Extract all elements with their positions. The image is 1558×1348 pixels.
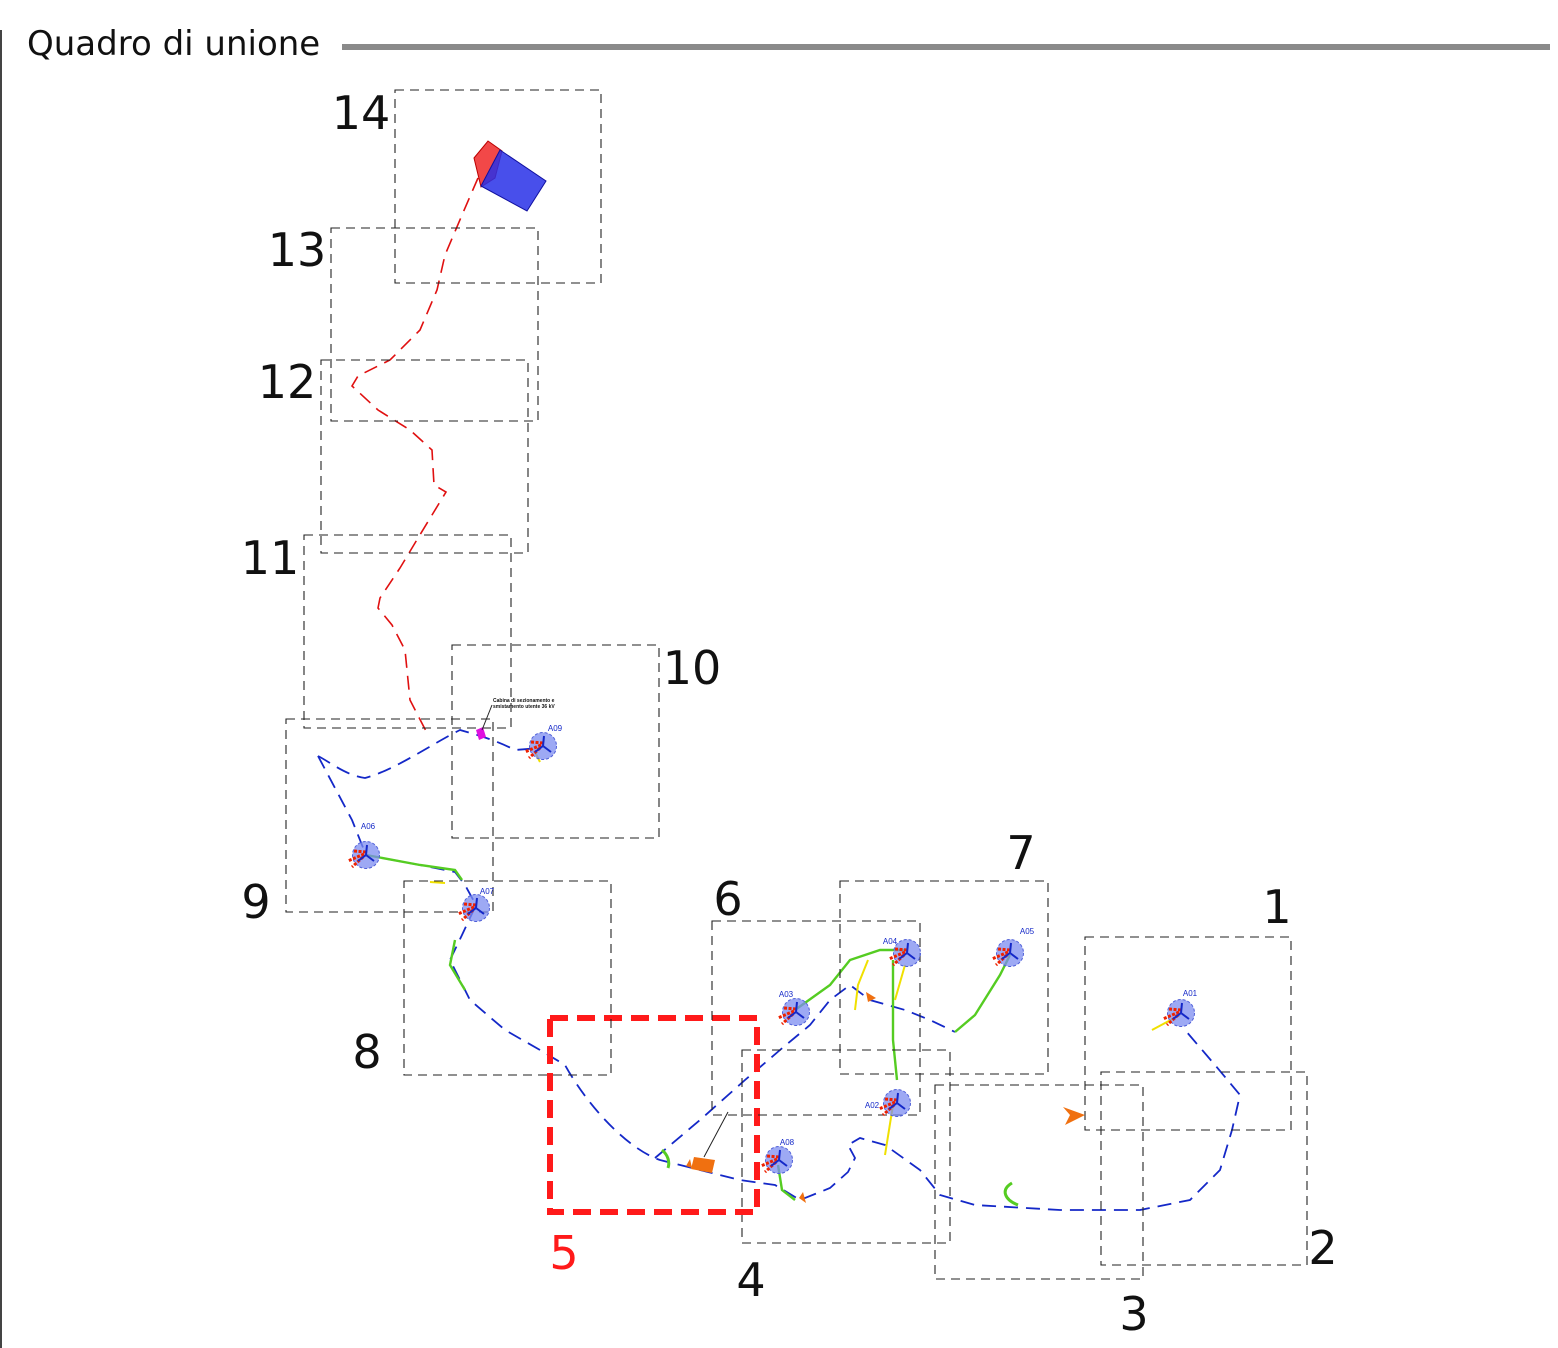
turbine-a06: A06 (347, 822, 380, 869)
sheet-frame-13 (330, 227, 539, 422)
turbine-blades-icon (467, 897, 485, 915)
sheet-label-6: 6 (713, 872, 742, 926)
sheet-frame-5 (547, 1015, 760, 1215)
turbine-label: A07 (480, 887, 495, 896)
sheet-label-2: 2 (1308, 1221, 1337, 1275)
sheet-label-1: 1 (1262, 880, 1291, 934)
turbine-a02: A02 (865, 1089, 911, 1117)
access-road-yellow-2 (894, 964, 906, 1001)
turbine-label: A06 (361, 822, 376, 831)
turbine-label: A01 (1183, 989, 1198, 998)
sheet-frame-12 (320, 359, 529, 554)
access-road-green-5 (954, 954, 1012, 1033)
turbine-a03: A03 (777, 990, 810, 1026)
page-title: Quadro di unione (27, 24, 321, 64)
substation-blue-area (480, 149, 547, 212)
sheet-label-9: 9 (241, 875, 270, 929)
turbine-blades-icon (898, 942, 916, 960)
cabin-annotation-line1: Cabina di sezionamento e (493, 698, 555, 704)
turbine-label: A09 (548, 724, 563, 733)
sheet-label-13: 13 (268, 223, 327, 277)
blue-cable-route-a (317, 729, 541, 779)
turbine-blades-icon (1001, 942, 1019, 960)
sheet-label-12: 12 (258, 355, 317, 409)
cabin-annotation-line2: smistamento utente 36 kV (493, 704, 555, 710)
sheet-label-3: 3 (1119, 1287, 1148, 1341)
cable-routes (317, 177, 1241, 1211)
sheet-frame-4 (741, 1049, 951, 1244)
turbine-blades-icon (1172, 1002, 1190, 1020)
orange-box-leader (703, 1111, 729, 1158)
orange-arrow-marker-4 (686, 1159, 692, 1168)
sheet-frame-14 (394, 89, 602, 284)
turbine-a08: A08 (760, 1138, 795, 1174)
turbine-label: A03 (779, 990, 794, 999)
blue-cable-route-c (654, 983, 956, 1159)
sheet-label-14: 14 (332, 86, 391, 140)
cabin-magenta-marker (476, 727, 486, 740)
access-road-green-2 (448, 939, 467, 991)
access-road-green-3 (794, 948, 905, 1011)
substation (473, 140, 547, 212)
turbine-a04: A04 (883, 937, 921, 967)
sheet-label-10: 10 (663, 641, 722, 695)
turbine-blades-icon (787, 1001, 805, 1019)
sheet-frame-3 (934, 1084, 1144, 1280)
access-road-green-1 (365, 853, 463, 881)
sheet-frame-7 (839, 880, 1049, 1075)
cabin-leader-line (481, 704, 493, 731)
sheet-frame-10 (451, 644, 660, 839)
access-road-yellow-1 (854, 959, 869, 1011)
orange-markers (686, 992, 1085, 1203)
sheet-frame-2 (1100, 1071, 1308, 1266)
turbine-a09: A09 (524, 724, 563, 760)
red-cable-route (350, 177, 479, 736)
orange-arrow-marker-1 (1063, 1107, 1085, 1125)
turbine-blades-icon (770, 1149, 788, 1167)
turbines: A01 A02 A03 A04 A05 A06 A07 A08 A09 (347, 724, 1198, 1174)
sheet-frame-6 (711, 920, 921, 1116)
sheet-label-11: 11 (241, 531, 300, 585)
turbine-label: A04 (883, 937, 898, 946)
sheet-label-8: 8 (352, 1025, 381, 1079)
sheet-label-4: 4 (736, 1253, 765, 1307)
sheet-frame-1 (1084, 936, 1292, 1131)
turbine-blades-icon (888, 1092, 906, 1110)
orange-box-marker (691, 1157, 715, 1173)
turbine-a05: A05 (991, 927, 1035, 967)
title-rule (342, 44, 1550, 50)
sheet-frame-9 (285, 718, 494, 913)
access-road-green-4 (891, 960, 899, 1081)
turbine-blades-icon (534, 735, 552, 753)
access-road-green-6 (1003, 1181, 1019, 1207)
turbine-a07: A07 (457, 887, 495, 922)
left-border (0, 30, 2, 1348)
access-road-yellow-5 (429, 881, 446, 884)
turbine-blades-icon (357, 844, 375, 862)
access-road-green-8 (660, 1148, 671, 1169)
sheet-label-5: 5 (549, 1226, 578, 1280)
turbine-label: A05 (1020, 927, 1035, 936)
turbine-label: A08 (780, 1138, 795, 1147)
sheet-frame-11 (303, 534, 512, 729)
orange-arrow-marker-2 (866, 992, 876, 1002)
turbine-a01: A01 (1162, 989, 1198, 1027)
turbine-label: A02 (865, 1101, 880, 1110)
orange-arrow-marker-3 (799, 1192, 806, 1203)
sheet-label-7: 7 (1006, 826, 1035, 880)
cabin: Cabina di sezionamento e smistamento ute… (476, 698, 555, 740)
sheet-frame-8 (403, 880, 612, 1076)
